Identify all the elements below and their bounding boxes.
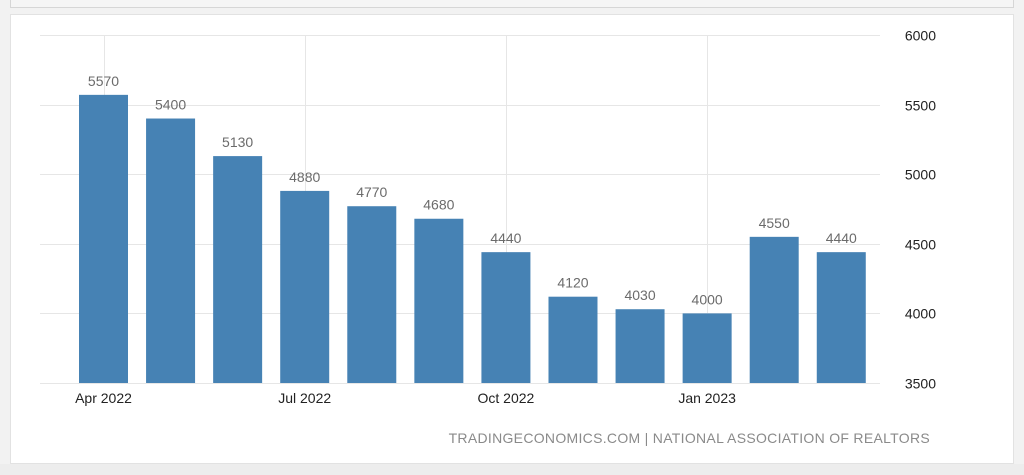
value-label-Mar-2023: 4440: [826, 230, 857, 246]
value-label-Feb-2023: 4550: [759, 215, 790, 231]
value-labels: 5570 5400 5130 4880 4770 4680 4440 4120 4030 4000…: [88, 73, 857, 308]
x-tick-label-Apr-2022: Apr 2022: [75, 390, 132, 406]
value-label-Apr-2022: 5570: [88, 73, 119, 89]
value-label-Jan-2023: 4000: [692, 291, 723, 307]
bar-Apr-2022: [79, 94, 128, 383]
bar-Jun-2022: [213, 156, 263, 383]
value-label-Aug-2022: 4770: [356, 184, 387, 200]
value-label-Jul-2022: 4880: [289, 169, 320, 185]
value-label-Jun-2022: 5130: [222, 134, 253, 150]
bar-Mar-2023: [816, 252, 866, 383]
y-tick-label-3500: 3500: [905, 376, 936, 392]
x-axis-ticks: Apr 2022 Jul 2022 Oct 2022 Jan 2023: [75, 390, 736, 406]
value-label-Nov-2022: 4120: [557, 275, 588, 291]
value-label-Oct-2022: 4440: [490, 230, 521, 246]
top-panel-edge: [10, 0, 1014, 8]
bar-Sep-2022: [414, 218, 464, 383]
y-tick-label-5500: 5500: [905, 98, 936, 114]
bar-Dec-2022: [615, 309, 665, 383]
value-label-Sep-2022: 4680: [423, 197, 454, 213]
y-tick-label-4500: 4500: [905, 237, 936, 253]
bar-Oct-2022: [481, 252, 531, 383]
bars: [79, 94, 866, 384]
bar-Aug-2022: [347, 206, 397, 383]
bar-Feb-2023: [749, 236, 799, 383]
x-tick-label-Jul-2022: Jul 2022: [278, 390, 331, 406]
y-tick-label-5000: 5000: [905, 167, 936, 183]
bar-Nov-2022: [548, 296, 598, 383]
value-label-Dec-2022: 4030: [624, 287, 655, 303]
x-tick-label-Jan-2023: Jan 2023: [678, 390, 736, 406]
bar-Jul-2022: [280, 190, 330, 383]
bar-May-2022: [146, 118, 196, 384]
y-tick-label-4000: 4000: [905, 306, 936, 322]
y-axis-ticks: 3500 4000 4500 5000 5500 6000: [905, 28, 936, 392]
y-tick-label-6000: 6000: [905, 28, 936, 44]
x-tick-label-Oct-2022: Oct 2022: [478, 390, 535, 406]
source-credit: TRADINGECONOMICS.COM | NATIONAL ASSOCIAT…: [448, 430, 930, 446]
bar-Jan-2023: [682, 313, 732, 383]
value-label-May-2022: 5400: [155, 97, 186, 113]
bottom-edge: [0, 464, 1024, 475]
